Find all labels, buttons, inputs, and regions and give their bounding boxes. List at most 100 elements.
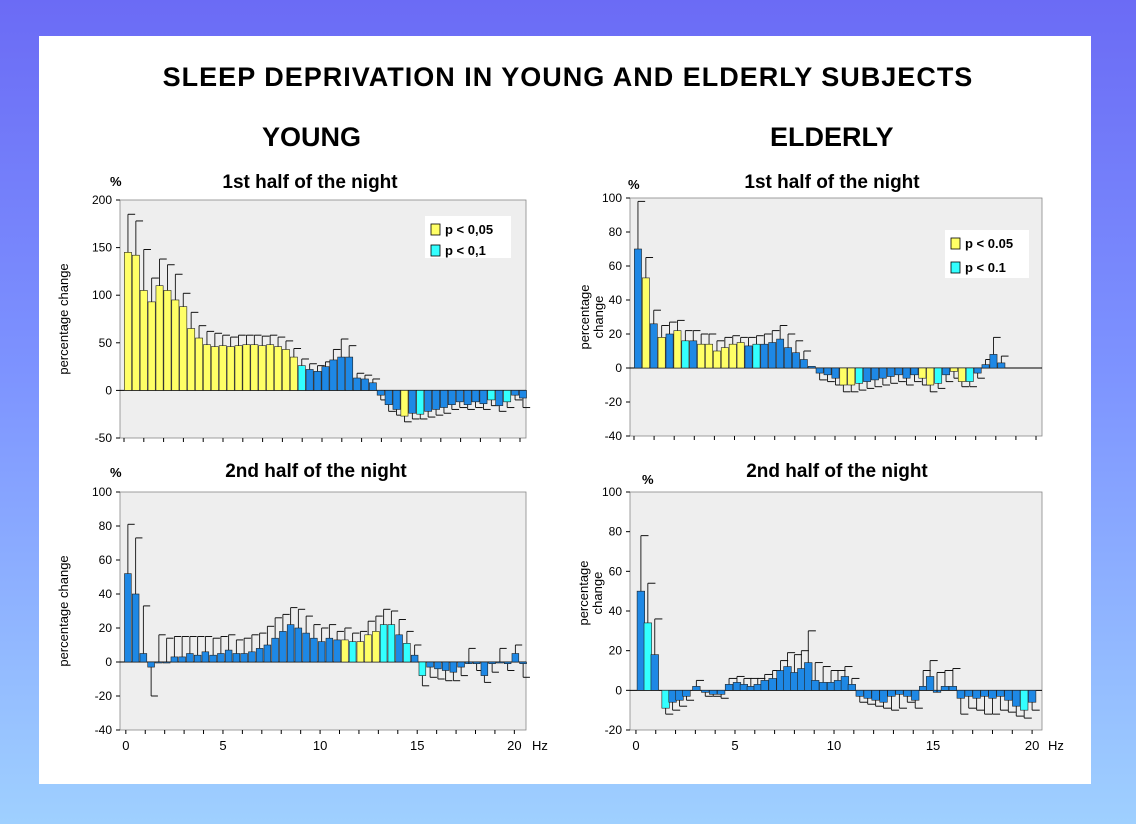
bar: [1012, 690, 1021, 707]
bar: [329, 359, 338, 391]
bar: [950, 367, 958, 372]
bar: [163, 290, 172, 391]
y-tick-label: 80: [99, 519, 113, 533]
bar: [418, 661, 427, 676]
bar: [408, 390, 417, 414]
bar: [384, 390, 393, 405]
bar: [480, 661, 489, 676]
bar: [434, 661, 442, 670]
bar: [948, 686, 957, 691]
bar: [973, 367, 982, 374]
bar: [209, 654, 217, 663]
bar: [155, 661, 163, 664]
bar: [297, 365, 306, 391]
y-axis-label-line1: percentage: [577, 284, 592, 349]
bar: [170, 656, 179, 663]
bar: [792, 352, 800, 369]
bar: [760, 680, 769, 691]
y-tick-label: 80: [609, 225, 623, 239]
elderly-1st-chart: 1st half of the night% -40 -20 0 20 40 60 80 100…: [577, 172, 1043, 443]
y-tick-label: 100: [602, 191, 622, 205]
bar: [934, 367, 943, 384]
bar: [479, 390, 488, 405]
bar: [511, 653, 520, 663]
x-tick-label: 10: [827, 738, 841, 753]
bar: [171, 299, 180, 391]
bar: [799, 359, 808, 369]
bar: [426, 661, 434, 668]
bar: [713, 350, 721, 369]
bar: [139, 653, 148, 663]
y-tick-label: -40: [605, 429, 623, 443]
bar: [416, 390, 425, 415]
bar: [724, 684, 734, 691]
bar: [186, 653, 194, 663]
legend-label: p < 0.1: [965, 260, 1006, 275]
bar: [356, 641, 365, 663]
bar: [289, 356, 298, 391]
bar: [942, 367, 950, 376]
bar: [274, 346, 282, 391]
bar: [242, 344, 251, 391]
bar: [753, 684, 762, 691]
bar: [784, 347, 792, 369]
y-tick-label: 20: [609, 644, 623, 658]
bar: [361, 378, 369, 391]
legend-label: p < 0,05: [445, 222, 493, 237]
bar: [457, 661, 465, 668]
chart-title: 1st half of the night: [744, 172, 920, 193]
y-tick-label: 200: [92, 193, 112, 207]
y-tick-label: 150: [92, 241, 112, 255]
bar: [282, 349, 290, 391]
bar: [201, 651, 210, 663]
x-tick-label: 0: [122, 738, 129, 753]
bar: [195, 337, 203, 391]
bar: [919, 686, 928, 691]
y-tick-label: 60: [99, 553, 113, 567]
young-column-title: YOUNG: [262, 122, 362, 152]
bar: [155, 285, 164, 391]
bar: [337, 356, 346, 391]
bar: [131, 593, 140, 663]
bar: [636, 590, 645, 691]
bar: [675, 690, 684, 701]
y-axis-label: percentage change: [56, 263, 71, 374]
bar: [124, 573, 132, 663]
bar: [925, 676, 935, 691]
bar: [210, 346, 219, 391]
bar: [643, 622, 652, 691]
bar: [682, 690, 691, 697]
bar: [333, 639, 341, 663]
bar: [807, 365, 816, 369]
x-tick-label: 15: [410, 738, 424, 753]
young-1st-chart: 1st half of the night% -50 0 50 100 150 200 per…: [56, 172, 531, 445]
bar: [689, 340, 698, 369]
bar: [353, 377, 361, 391]
bar: [440, 390, 448, 408]
bar: [321, 366, 330, 391]
y-tick-label: -20: [95, 689, 113, 703]
bar: [511, 390, 519, 396]
bar: [139, 290, 148, 391]
bar: [819, 682, 828, 691]
y-tick-label: -20: [605, 395, 623, 409]
bar: [240, 653, 248, 663]
bar: [863, 690, 872, 699]
legend-label: p < 0,1: [445, 243, 486, 258]
bar: [519, 661, 527, 665]
bar: [218, 345, 227, 391]
y-tick-label: 60: [609, 564, 623, 578]
bar: [681, 340, 690, 369]
bar: [424, 390, 433, 412]
bar: [790, 672, 799, 691]
bar: [996, 690, 1005, 697]
bar: [263, 644, 272, 663]
bar: [310, 637, 318, 663]
bar: [395, 634, 403, 663]
percent-unit-label: %: [110, 174, 122, 189]
y-tick-label: 40: [609, 604, 623, 618]
bar: [910, 367, 919, 376]
bar: [760, 343, 769, 369]
bar: [673, 330, 682, 369]
bar: [447, 390, 456, 405]
